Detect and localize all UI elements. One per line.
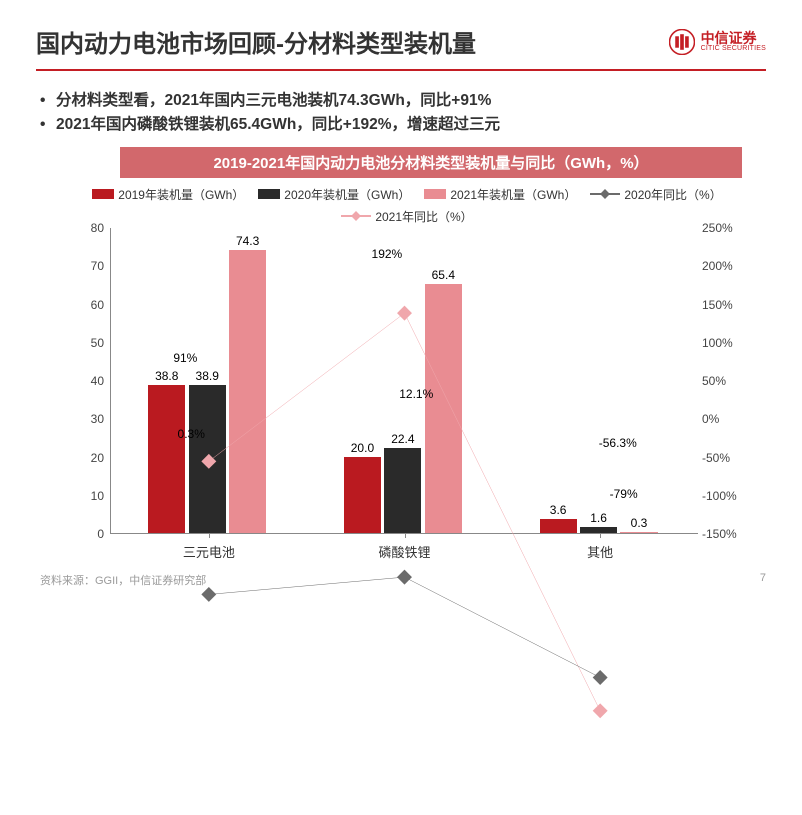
y-right-tick: 150% <box>702 298 733 312</box>
source-text: 资料来源：GGII，中信证券研究部 <box>40 572 206 588</box>
x-category-label: 磷酸铁锂 <box>378 542 430 561</box>
y-right-tick: 250% <box>702 221 733 235</box>
y-left-tick: 0 <box>97 527 104 541</box>
y-left-tick: 20 <box>91 451 104 465</box>
line-value-label: -56.3% <box>599 436 637 450</box>
y-left-tick: 60 <box>91 298 104 312</box>
y-left-tick: 70 <box>91 259 104 273</box>
chart-title-banner: 2019-2021年国内动力电池分材料类型装机量与同比（GWh，%） <box>120 147 742 178</box>
legend-item: 2019年装机量（GWh） <box>92 184 244 204</box>
x-category-label: 其他 <box>587 542 613 561</box>
y-left-tick: 50 <box>91 336 104 350</box>
logo-text-en: CITIC SECURITIES <box>701 45 766 52</box>
line-value-label: -79% <box>610 487 638 501</box>
y-right-tick: 0% <box>702 412 719 426</box>
header-divider <box>36 69 766 71</box>
citic-logo-icon <box>669 29 695 55</box>
line-series <box>209 577 600 677</box>
bar-value-label: 1.6 <box>590 511 607 525</box>
bar-value-label: 20.0 <box>351 441 374 455</box>
bar-value-label: 74.3 <box>236 234 259 248</box>
line-value-label: 91% <box>173 351 197 365</box>
legend-item: 2021年同比（%） <box>341 206 472 226</box>
line-value-label: 192% <box>372 247 403 261</box>
y-right-tick: 50% <box>702 374 726 388</box>
page-title: 国内动力电池市场回顾-分材料类型装机量 <box>36 24 476 59</box>
page-number: 7 <box>760 572 766 588</box>
x-category-label: 三元电池 <box>183 542 235 561</box>
legend-item: 2021年装机量（GWh） <box>424 184 576 204</box>
y-right-tick: -50% <box>702 451 730 465</box>
bullet-list: 分材料类型看，2021年国内三元电池装机74.3GWh，同比+91% 2021年… <box>0 89 802 137</box>
chart: 2019年装机量（GWh）2020年装机量（GWh）2021年装机量（GWh）2… <box>72 184 742 580</box>
bullet-item: 分材料类型看，2021年国内三元电池装机74.3GWh，同比+91% <box>56 89 766 113</box>
logo-text-cn: 中信证券 <box>701 31 766 45</box>
chart-legend: 2019年装机量（GWh）2020年装机量（GWh）2021年装机量（GWh）2… <box>72 184 742 226</box>
legend-item: 2020年装机量（GWh） <box>258 184 410 204</box>
bar-value-label: 38.9 <box>196 369 219 383</box>
line-value-label: 12.1% <box>399 387 433 401</box>
y-right-tick: -100% <box>702 489 737 503</box>
line-marker <box>593 670 608 685</box>
line-marker <box>593 703 608 718</box>
bar-value-label: 0.3 <box>631 516 648 530</box>
bar-value-label: 22.4 <box>391 432 414 446</box>
legend-item: 2020年同比（%） <box>590 184 721 204</box>
brand-logo: 中信证券 CITIC SECURITIES <box>669 29 766 55</box>
y-left-tick: 30 <box>91 412 104 426</box>
y-right-tick: 100% <box>702 336 733 350</box>
y-left-tick: 10 <box>91 489 104 503</box>
y-left-tick: 80 <box>91 221 104 235</box>
line-marker <box>201 587 216 602</box>
y-right-tick: -150% <box>702 527 737 541</box>
bar-value-label: 38.8 <box>155 369 178 383</box>
y-left-tick: 40 <box>91 374 104 388</box>
bar-value-label: 3.6 <box>550 503 567 517</box>
bullet-item: 2021年国内磷酸铁锂装机65.4GWh，同比+192%，增速超过三元 <box>56 113 766 137</box>
bar-value-label: 65.4 <box>432 268 455 282</box>
y-right-tick: 200% <box>702 259 733 273</box>
line-value-label: 0.3% <box>178 427 205 441</box>
